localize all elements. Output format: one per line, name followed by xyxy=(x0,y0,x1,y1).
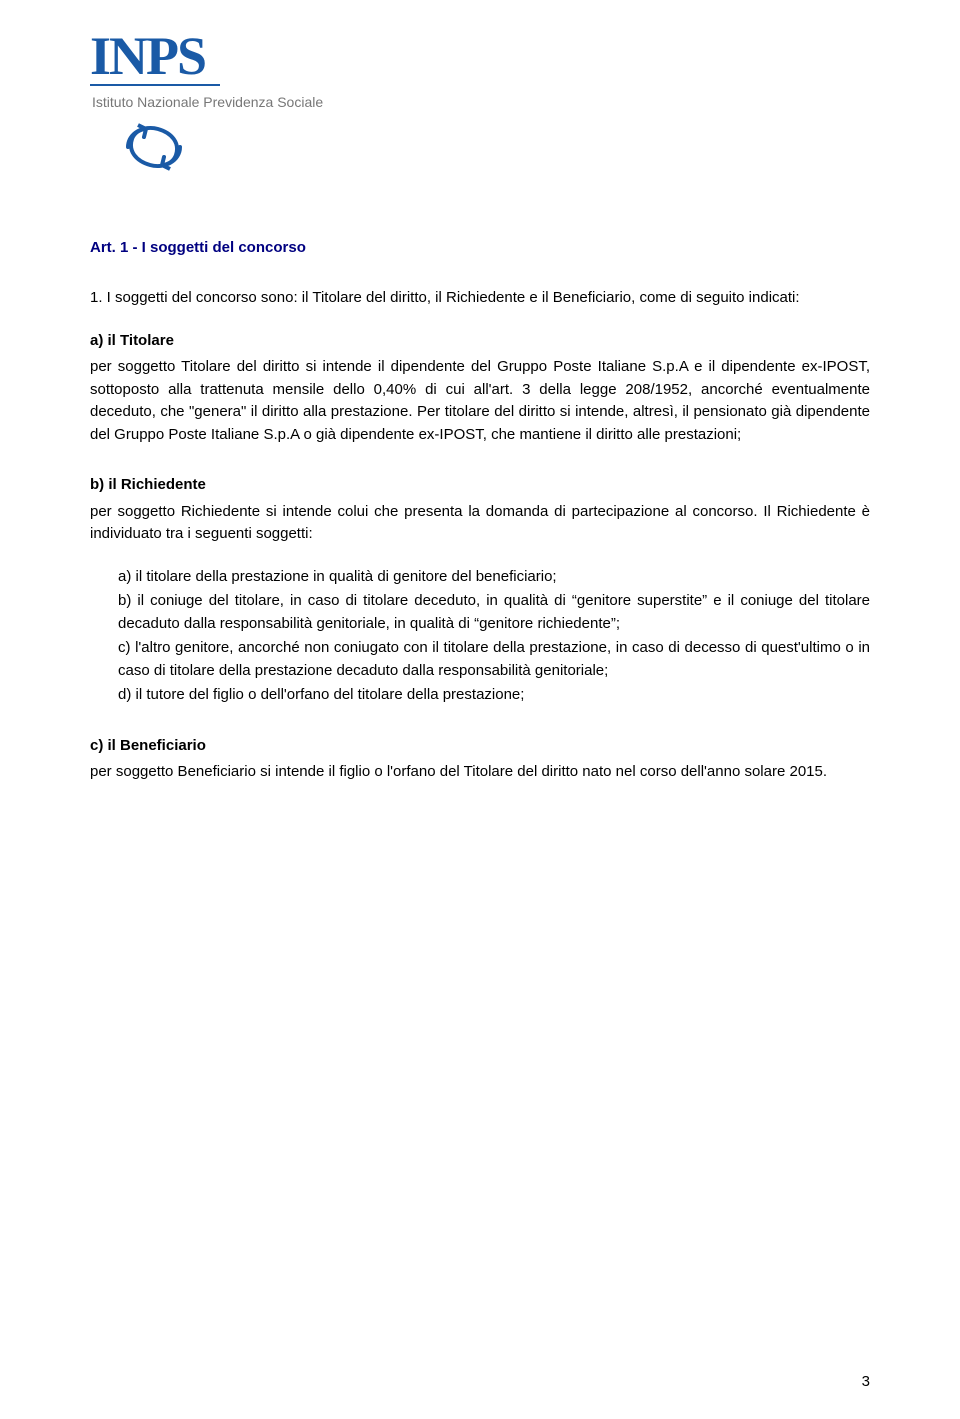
section-b-list: a) il titolare della prestazione in qual… xyxy=(90,566,870,707)
section-a-text: per soggetto Titolare del diritto si int… xyxy=(90,356,870,446)
section-a-label: a) il Titolare xyxy=(90,330,870,353)
swirl-icon xyxy=(118,121,190,173)
intro-paragraph: 1. I soggetti del concorso sono: il Tito… xyxy=(90,287,870,310)
list-item: a) il titolare della prestazione in qual… xyxy=(118,566,870,589)
section-b-label: b) il Richiedente xyxy=(90,474,870,497)
inps-logo: INPS xyxy=(90,24,220,86)
section-c-text: per soggetto Beneficiario si intende il … xyxy=(90,761,870,784)
section-c-label: c) il Beneficiario xyxy=(90,735,870,758)
svg-text:INPS: INPS xyxy=(90,26,205,86)
document-page: INPS Istituto Nazionale Previdenza Socia… xyxy=(0,0,960,1419)
section-c: c) il Beneficiario per soggetto Benefici… xyxy=(90,735,870,784)
page-number: 3 xyxy=(862,1371,870,1394)
institution-subtitle: Istituto Nazionale Previdenza Sociale xyxy=(92,92,870,113)
section-b: b) il Richiedente per soggetto Richieden… xyxy=(90,474,870,707)
section-a: a) il Titolare per soggetto Titolare del… xyxy=(90,330,870,447)
page-header: INPS Istituto Nazionale Previdenza Socia… xyxy=(90,24,870,181)
list-item: b) il coniuge del titolare, in caso di t… xyxy=(118,590,870,635)
logo-row: INPS xyxy=(90,24,870,86)
article-title: Art. 1 - I soggetti del concorso xyxy=(90,237,870,260)
list-item: c) l'altro genitore, ancorché non coniug… xyxy=(118,637,870,682)
list-item: d) il tutore del figlio o dell'orfano de… xyxy=(118,684,870,707)
section-b-intro: per soggetto Richiedente si intende colu… xyxy=(90,501,870,546)
